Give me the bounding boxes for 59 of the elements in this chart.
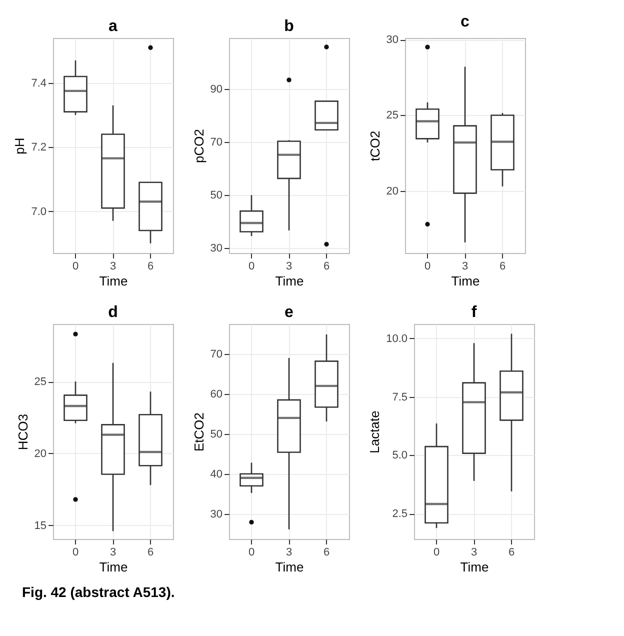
y-tick-label: 5.0 (392, 450, 408, 462)
y-axis-title: tCO2 (367, 130, 382, 162)
x-tick-label: 6 (147, 546, 154, 558)
x-tick-label: 0 (248, 546, 255, 558)
y-tick-label: 90 (210, 83, 222, 96)
chart-title: c (460, 14, 470, 31)
y-tick-label: 30 (210, 508, 222, 520)
y-tick-label: 50 (210, 190, 222, 202)
x-tick-label: 0 (433, 546, 440, 558)
y-tick-label: 60 (210, 388, 222, 400)
chart-title: e (284, 304, 294, 321)
chart-title: d (108, 304, 118, 321)
x-tick-label: 0 (424, 260, 431, 272)
x-tick-label: 6 (323, 546, 330, 558)
y-tick-label: 30 (210, 242, 222, 255)
x-tick-label: 3 (110, 260, 116, 272)
x-tick-label: 6 (499, 260, 506, 272)
y-tick-label: 2.5 (392, 508, 408, 520)
x-tick-label: 3 (470, 546, 478, 558)
y-axis-title: Lactate (367, 410, 382, 454)
y-tick-label: 20 (386, 185, 398, 198)
x-tick-label: 3 (110, 546, 116, 558)
y-tick-label: 70 (210, 348, 222, 360)
chart-title: f (471, 304, 478, 321)
y-tick-label: 7.5 (392, 391, 408, 404)
y-tick-label: 7.4 (31, 77, 46, 90)
chart-title: a (108, 18, 118, 35)
y-tick-label: 30 (386, 34, 398, 46)
x-axis-title: Time (451, 274, 480, 288)
caption: Fig. 42 (abstract A513). (22, 584, 176, 600)
x-axis-title: Time (99, 274, 128, 288)
y-axis-title: pCO2 (191, 129, 206, 163)
y-axis-title: EtCO2 (191, 412, 206, 452)
y-axis-title: pH (12, 138, 28, 154)
x-tick-label: 0 (248, 260, 255, 272)
y-tick-label: 20 (34, 448, 46, 460)
y-tick-label: 25 (34, 376, 46, 388)
x-tick-label: 3 (462, 260, 468, 272)
x-tick-label: 3 (286, 546, 292, 558)
y-tick-label: 15 (34, 520, 46, 532)
chart-title: b (284, 18, 294, 35)
y-tick-label: 10.0 (386, 332, 408, 345)
x-axis-title: Time (275, 560, 304, 574)
y-axis-title: HCO3 (15, 414, 30, 450)
x-axis-title: Time (460, 560, 489, 574)
x-tick-label: 6 (147, 260, 154, 272)
x-tick-label: 6 (323, 260, 330, 272)
x-tick-label: 0 (72, 260, 79, 272)
y-tick-label: 50 (210, 428, 222, 440)
x-tick-label: 3 (286, 260, 292, 272)
x-tick-label: 0 (72, 546, 79, 558)
x-axis-title: Time (99, 560, 128, 574)
y-tick-label: 7.2 (31, 142, 46, 154)
y-tick-label: 7.0 (31, 206, 46, 218)
x-tick-label: 6 (508, 546, 515, 558)
y-tick-label: 25 (386, 110, 398, 122)
x-axis-title: Time (275, 274, 304, 288)
y-tick-label: 70 (210, 136, 222, 149)
y-tick-label: 40 (210, 468, 222, 480)
